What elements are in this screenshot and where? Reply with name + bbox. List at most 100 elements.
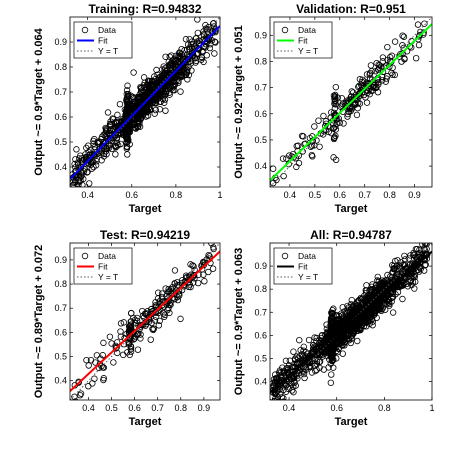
- y-tick-label: 0.7: [54, 87, 67, 97]
- y-tick-label: 0.8: [254, 284, 267, 294]
- data-point: [353, 313, 361, 321]
- data-point: [272, 371, 279, 378]
- data-point: [361, 78, 368, 85]
- data-point: [389, 290, 396, 298]
- y-tick-label: 0.6: [254, 330, 267, 340]
- data-point: [344, 110, 351, 118]
- x-axis-label: Target: [335, 203, 368, 215]
- data-point: [103, 126, 110, 134]
- data-point: [310, 345, 317, 352]
- data-point: [410, 251, 417, 259]
- data-point: [183, 68, 191, 76]
- x-tick-label: 0.8: [383, 190, 396, 200]
- data-point: [188, 67, 195, 74]
- data-point: [350, 307, 357, 314]
- fit-line: [70, 25, 220, 180]
- data-point: [382, 78, 389, 85]
- legend-data-marker: [281, 26, 289, 34]
- data-point: [133, 317, 141, 325]
- data-point: [322, 118, 330, 125]
- data-point: [286, 357, 294, 364]
- data-point: [356, 90, 364, 97]
- data-point: [290, 383, 297, 390]
- data-point: [166, 91, 173, 98]
- data-point: [318, 351, 326, 359]
- axes-frame: [269, 16, 433, 188]
- data-point: [152, 313, 160, 321]
- data-point: [399, 32, 406, 39]
- data-point: [308, 349, 315, 356]
- data-point: [77, 390, 85, 397]
- data-point: [330, 125, 337, 132]
- data-point: [161, 96, 169, 103]
- data-point: [410, 249, 417, 257]
- y-tick-label: 0.6: [254, 109, 267, 119]
- data-point: [300, 343, 307, 351]
- data-point: [190, 279, 197, 286]
- data-point: [134, 346, 142, 353]
- data-point: [85, 362, 92, 369]
- y-tick-label: 0.9: [54, 255, 67, 265]
- data-point: [200, 58, 207, 66]
- data-point: [344, 317, 351, 324]
- data-point: [293, 142, 300, 150]
- data-point: [195, 50, 202, 57]
- data-point: [152, 95, 160, 102]
- data-point: [100, 339, 107, 347]
- data-point: [140, 88, 147, 95]
- data-point: [120, 319, 128, 326]
- x-tick-label: 0.4: [284, 190, 297, 200]
- data-point: [108, 145, 116, 153]
- x-tick-label: 0.4: [82, 403, 95, 413]
- data-point: [323, 321, 330, 328]
- y-tick-label: 0.5: [254, 353, 267, 363]
- data-point: [367, 62, 375, 69]
- data-point: [200, 28, 207, 35]
- data-point: [288, 363, 296, 371]
- data-point: [148, 305, 155, 313]
- data-point: [125, 323, 133, 330]
- data-point: [77, 164, 85, 171]
- data-point: [421, 20, 428, 27]
- data-point: [123, 112, 131, 119]
- data-point: [391, 38, 399, 45]
- y-tick-label: 0.7: [254, 83, 267, 93]
- data-point: [276, 390, 284, 398]
- data-point: [135, 330, 142, 337]
- legend-label-fit: Fit: [98, 262, 108, 272]
- data-point: [173, 77, 180, 84]
- y-tick-label: 0.9: [254, 30, 267, 40]
- data-point: [171, 280, 179, 287]
- x-tick-label: 1: [217, 190, 222, 200]
- data-point: [209, 265, 217, 272]
- data-point: [330, 109, 338, 116]
- data-point: [270, 179, 277, 187]
- data-point: [90, 137, 97, 145]
- data-point: [416, 246, 423, 253]
- data-point: [359, 295, 366, 302]
- data-point: [350, 302, 357, 310]
- data-point: [134, 115, 141, 123]
- legend-label-data: Data: [298, 251, 316, 261]
- data-point: [271, 397, 278, 400]
- data-point: [398, 58, 405, 65]
- training-regression-plot: 0.4 0.6 0.8 1 0.4 0.5 0.6 0.7 0.8 0.9 Training: R=…: [33, 2, 223, 215]
- data-point: [168, 61, 176, 68]
- data-point: [201, 278, 208, 285]
- data-point: [151, 317, 159, 324]
- data-point: [171, 267, 179, 274]
- data-point: [389, 293, 397, 301]
- y-tick-label: 0.5: [54, 137, 67, 147]
- data-point: [338, 336, 346, 344]
- data-point: [123, 145, 131, 152]
- x-tick-label: 0.4: [283, 403, 296, 413]
- data-point: [414, 21, 422, 28]
- data-point: [380, 278, 388, 285]
- data-point: [390, 265, 397, 273]
- data-point: [98, 136, 105, 143]
- data-point: [291, 355, 299, 362]
- data-point: [320, 366, 327, 373]
- data-point: [311, 123, 318, 130]
